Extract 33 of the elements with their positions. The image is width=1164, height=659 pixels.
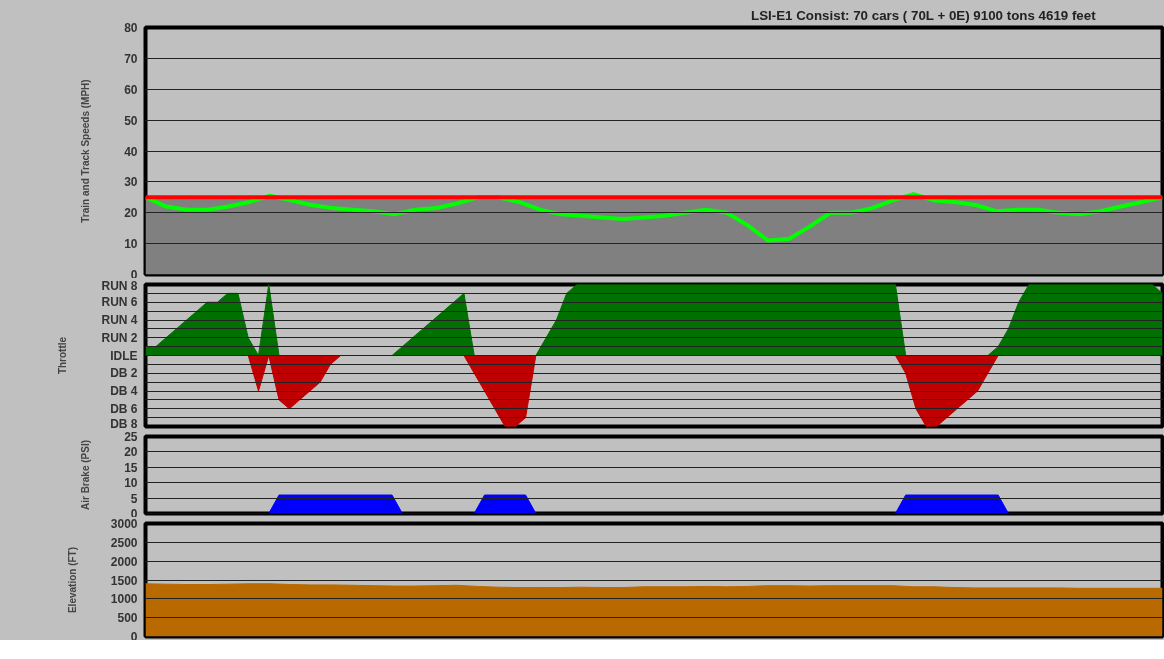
y-tick-label: 2500 [110,535,138,550]
y-axis-title: Throttle [57,336,69,375]
y-tick-label: 0 [130,629,138,644]
y-tick-label: 10 [124,476,138,491]
y-tick-label: 80 [124,21,138,35]
text: RUN 2 [101,330,138,345]
y-axis-title: Elevation (FT) [66,546,78,614]
text: RUN 6 [101,295,138,310]
y-tick-label: 60 [124,82,138,97]
y-tick-label: 1500 [110,573,138,588]
y-axis-title: Air Brake (PSI) [80,439,92,511]
y-tick-label: 50 [124,113,138,128]
text: DB 8 [110,416,138,431]
text: DB 6 [110,401,138,416]
y-tick-label: 15 [124,460,138,475]
y-tick-label: 20 [124,206,138,221]
y-tick-label: 1000 [110,592,138,607]
text: DB 4 [110,384,138,398]
y-tick-label: 3000 [110,517,138,531]
y-tick-label: 70 [124,51,138,66]
text: RUN 4 [101,313,138,327]
y-tick-label: 25 [124,430,138,444]
y-tick-label: 500 [117,611,138,626]
y-tick-label: 30 [124,175,138,190]
chart-title: LSI-E1 Consist: 70 cars ( 70L + 0E) 9100 tons 4619 feet [751,7,1097,23]
y-tick-label: 20 [124,445,138,460]
y-axis-title: Train and Track Speeds (MPH) [80,79,92,223]
text: DB 2 [110,366,138,381]
y-tick-label: 5 [130,491,138,506]
text: IDLE [110,348,138,363]
y-tick-label: 10 [124,237,138,252]
y-tick-label: 40 [124,144,138,159]
y-tick-label: 2000 [110,554,138,569]
